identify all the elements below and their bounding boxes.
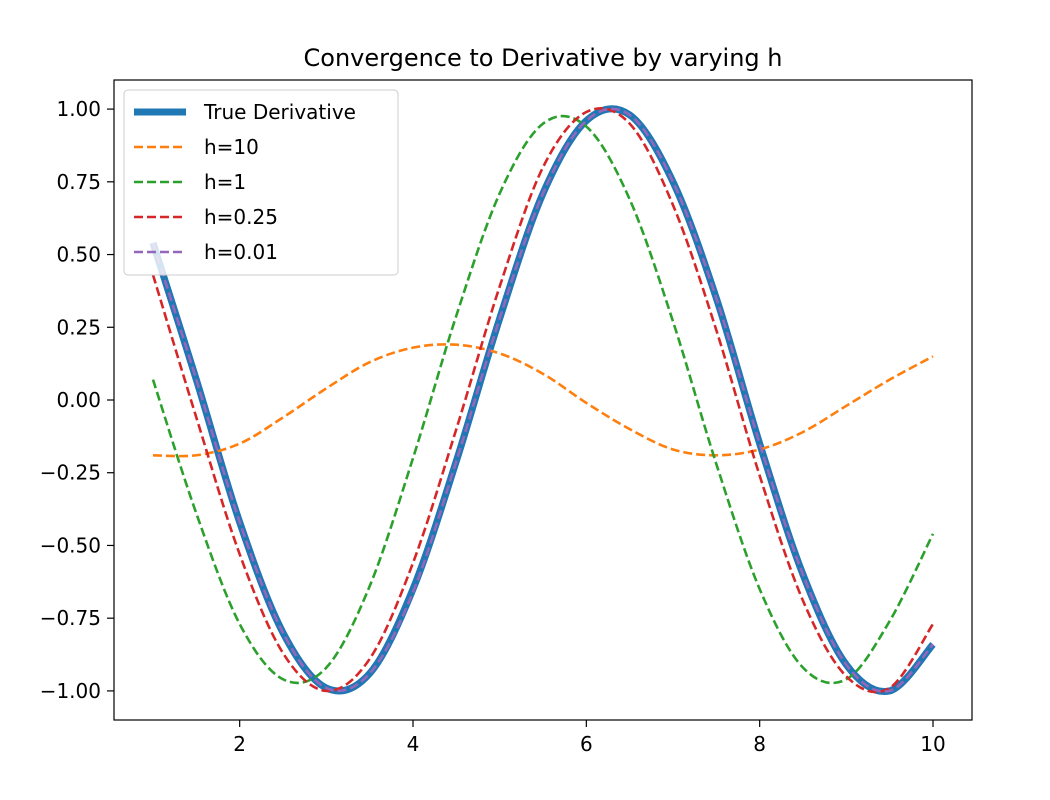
legend-items: True Derivative h=10 h=1 h=0.25 h=0.01 bbox=[134, 100, 356, 264]
y-tick-label: 0.00 bbox=[56, 388, 101, 412]
legend: True Derivative h=10 h=1 h=0.25 h=0.01 bbox=[123, 89, 399, 276]
y-tick-label: 0.75 bbox=[56, 170, 101, 194]
legend-box bbox=[123, 89, 399, 276]
y-tick-label: −0.50 bbox=[40, 533, 101, 557]
x-tick-label: 4 bbox=[407, 732, 420, 756]
y-tick-label: −1.00 bbox=[40, 679, 101, 703]
x-tick-label: 2 bbox=[233, 732, 246, 756]
y-tick-label: −0.75 bbox=[40, 606, 101, 630]
x-axis-ticks: 2 4 6 8 10 bbox=[233, 720, 946, 756]
x-tick-label: 6 bbox=[580, 732, 593, 756]
series-line-h-0-01 bbox=[151, 107, 934, 693]
legend-label-h-0-25: h=0.25 bbox=[204, 205, 278, 229]
x-tick-label: 8 bbox=[753, 732, 766, 756]
legend-label-true-derivative: True Derivative bbox=[203, 100, 356, 124]
series-line-h-0-25 bbox=[151, 107, 935, 694]
legend-label-h-10: h=10 bbox=[204, 135, 259, 159]
series-layer bbox=[149, 105, 936, 696]
y-tick-label: 1.00 bbox=[56, 97, 101, 121]
x-tick-label: 10 bbox=[920, 732, 945, 756]
legend-label-h-0-01: h=0.01 bbox=[204, 240, 278, 264]
legend-label-h-1: h=1 bbox=[204, 170, 246, 194]
y-tick-label: 0.50 bbox=[56, 243, 101, 267]
y-tick-label: 0.25 bbox=[56, 315, 101, 339]
series-line-h-10 bbox=[152, 343, 934, 458]
chart-title: Convergence to Derivative by varying h bbox=[304, 44, 783, 72]
y-axis-ticks: 1.00 0.75 0.50 0.25 0.00 −0.25 −0.50 −0.75 −1.00 bbox=[40, 97, 114, 703]
series-line-h-1 bbox=[151, 114, 935, 685]
y-tick-label: −0.25 bbox=[40, 461, 101, 485]
